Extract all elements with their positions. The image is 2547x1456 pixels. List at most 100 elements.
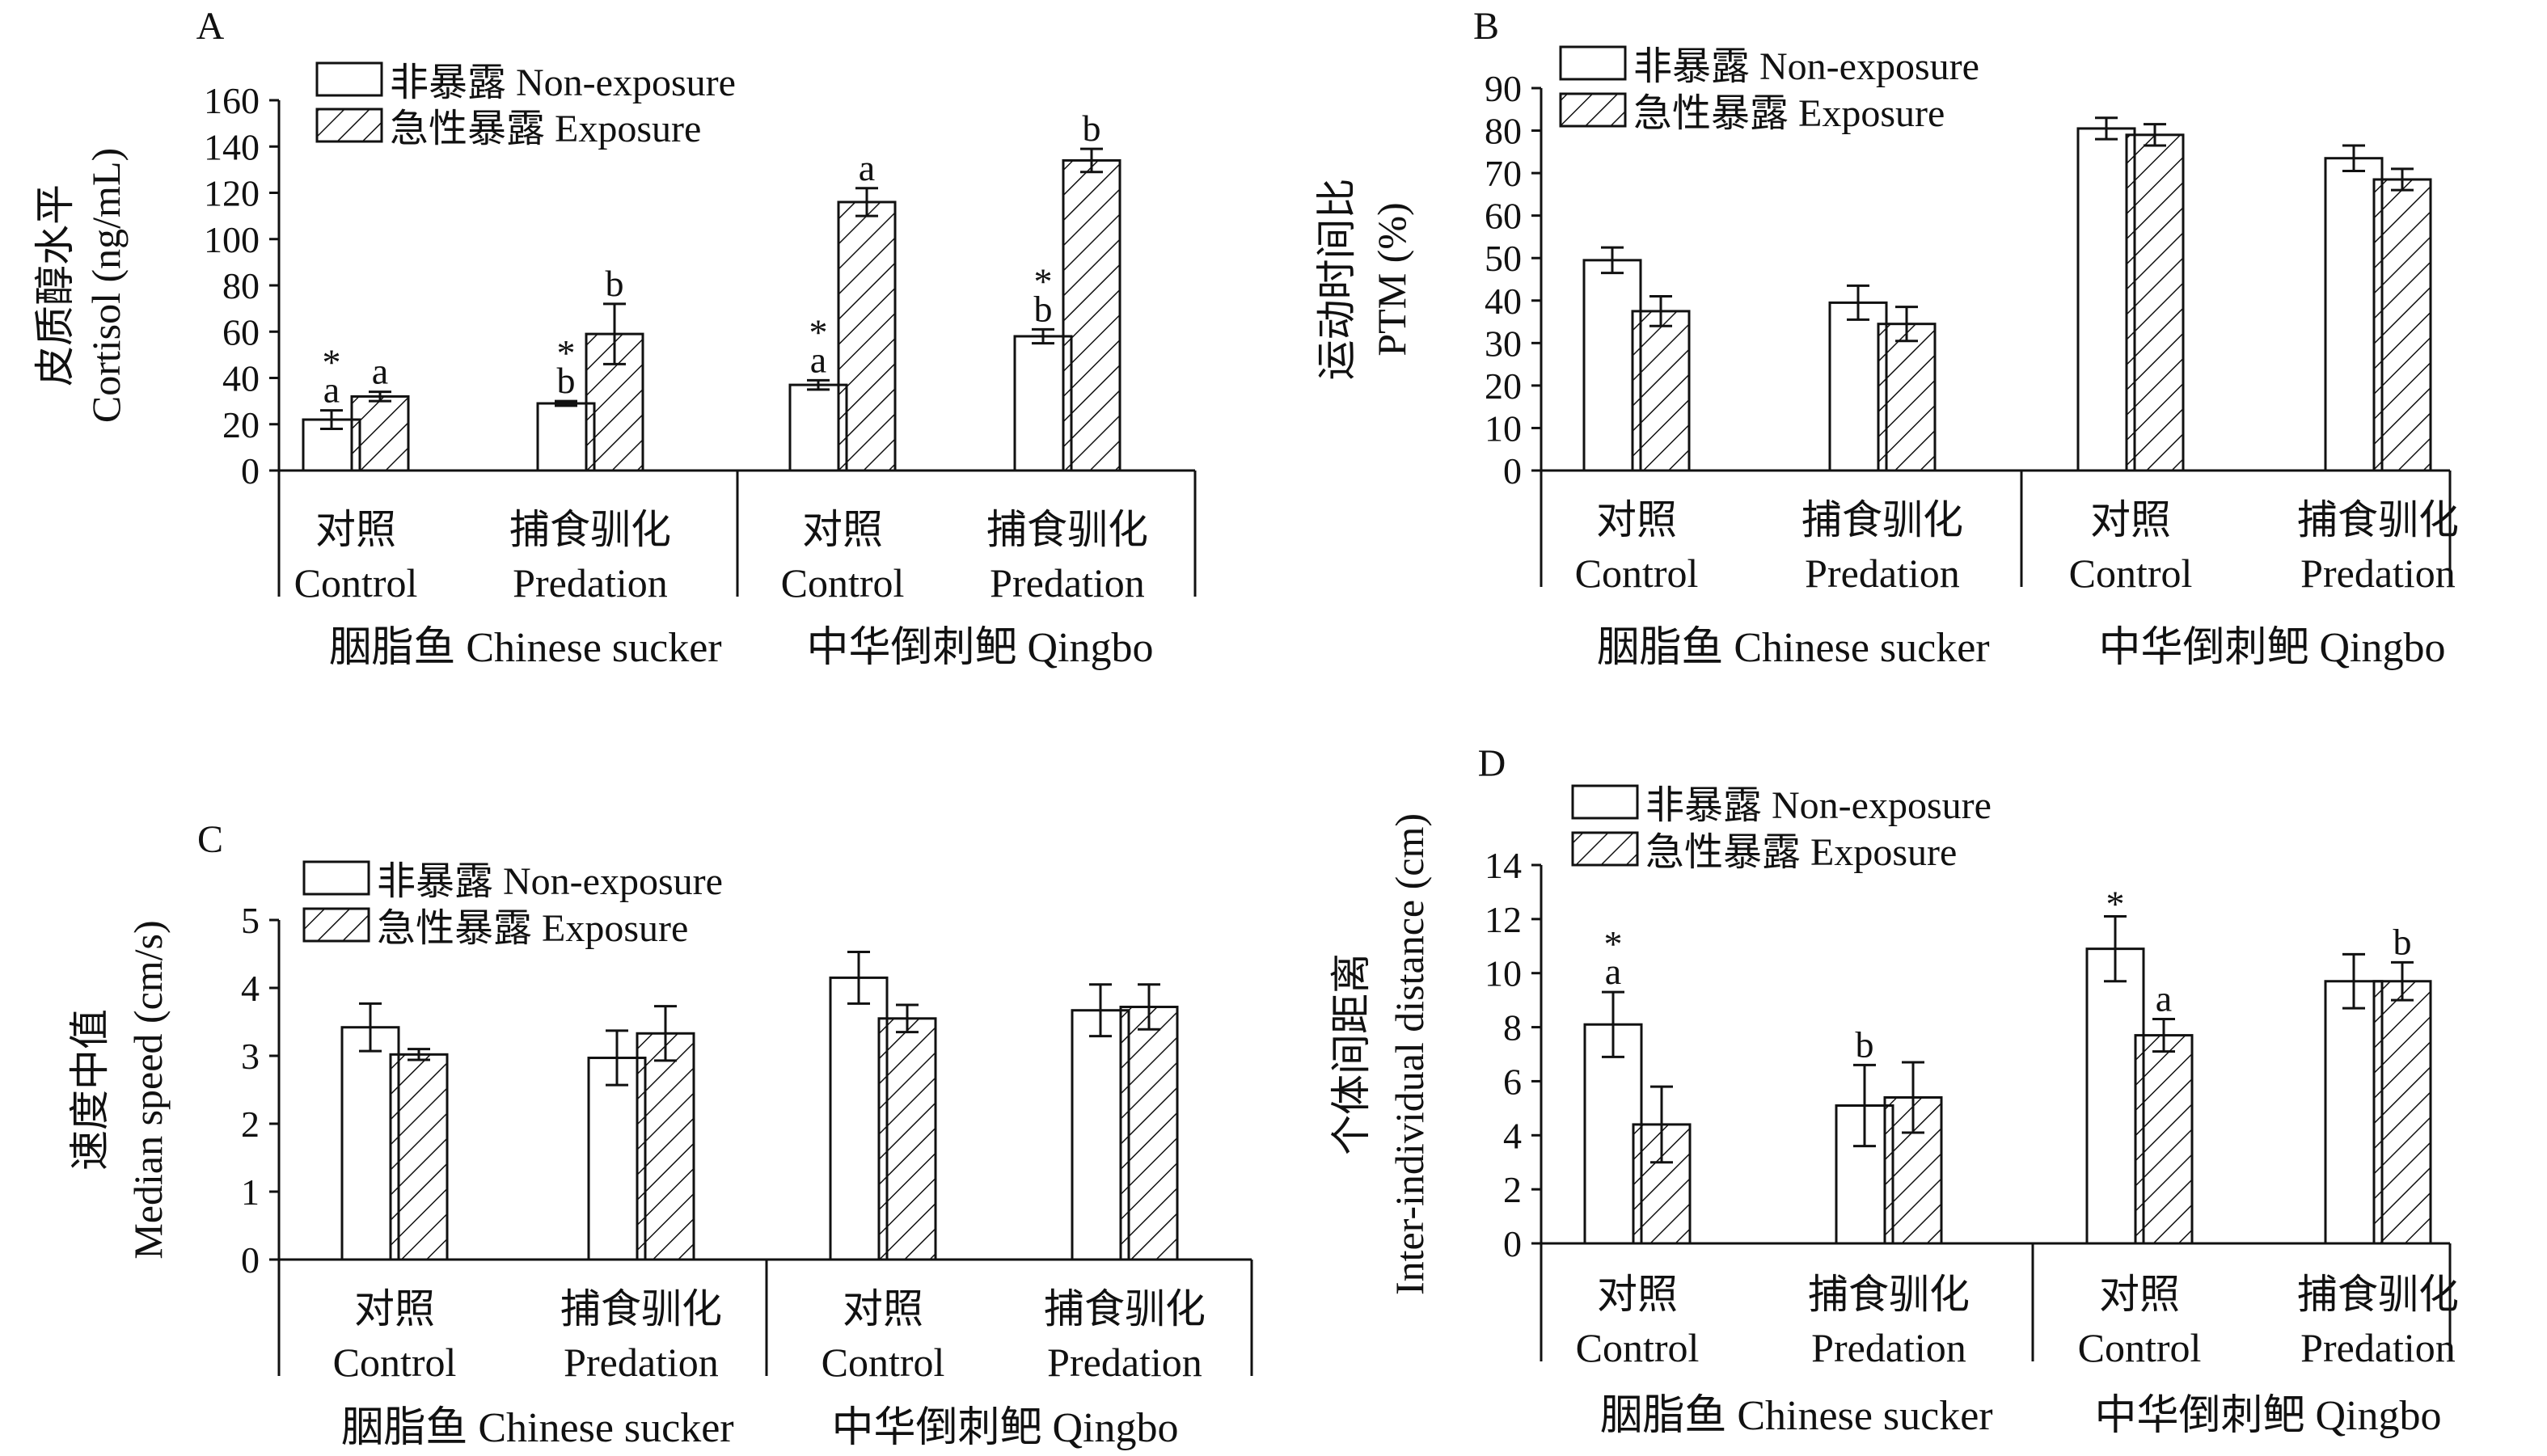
category-label-en: Predation <box>1805 551 1960 596</box>
y-tick-label: 0 <box>1503 450 1522 492</box>
species-label-qingbo: 中华倒刺鲃 Qingbo <box>806 625 1153 671</box>
bar-non-exposure <box>1828 301 1888 472</box>
significance-letter: a <box>2156 978 2172 1019</box>
panel-letter: B <box>1473 5 1499 48</box>
y-tick-label: 5 <box>241 900 260 941</box>
y-tick-label: 40 <box>1485 281 1522 322</box>
bar-exposure-hatch <box>1633 310 1689 471</box>
category-label-cn: 捕食驯化 <box>1808 1272 1970 1317</box>
significance-letter: a <box>859 147 875 188</box>
category-label-en: Predation <box>1811 1325 1966 1370</box>
panel-letter: D <box>1478 742 1506 785</box>
category-label-en: Control <box>2078 1325 2202 1370</box>
bar-exposure-hatch <box>1878 323 1935 471</box>
bar-non-exposure <box>829 976 889 1261</box>
category-label-en: Control <box>822 1340 945 1385</box>
legend-label-exposure: 急性暴露 Exposure <box>390 108 701 150</box>
species-label-qingbo: 中华倒刺鲃 Qingbo <box>831 1405 1178 1451</box>
chart-panel-a: A 0 20 40 60 80 100 120 140 160 皮质醇水平 Cortisol (ng/… <box>32 5 1197 671</box>
bar-non-exposure <box>1583 1023 1643 1245</box>
significance-letter: b <box>1856 1023 1874 1065</box>
y-axis-title-en: Median speed (cm/s) <box>125 920 171 1259</box>
y-tick-label: 10 <box>1485 953 1522 994</box>
y-tick-label: 30 <box>1485 323 1522 364</box>
category-label-en: Control <box>1576 1325 1700 1370</box>
chart-panel-d: D 0 2 4 6 8 10 12 14 个体间距离 Inter-individual distan… <box>1328 742 2459 1439</box>
category-label-cn: 对照 <box>354 1286 435 1332</box>
y-tick-label: 2 <box>241 1104 260 1145</box>
bar-non-exposure <box>536 402 596 472</box>
panel-letter: C <box>197 818 223 861</box>
category-label-en: Predation <box>2300 551 2456 596</box>
bar-exposure-hatch <box>2127 134 2183 471</box>
bar-non-exposure <box>2324 157 2384 472</box>
legend-swatch-exposure-hatch <box>1573 833 1637 865</box>
y-axis-title-cn: 个体间距离 <box>1328 953 1374 1155</box>
species-label-chinese-sucker: 胭脂鱼 Chinese sucker <box>329 625 721 671</box>
bar-exposure-hatch <box>1063 160 1120 471</box>
y-tick-label: 1 <box>241 1171 260 1213</box>
bar-non-exposure <box>1582 259 1642 472</box>
legend-swatch-exposure <box>1559 92 1627 128</box>
legend-swatch-exposure <box>1571 831 1639 867</box>
bar-exposure-hatch <box>352 396 408 471</box>
significance-star: * <box>1604 923 1623 964</box>
y-tick-label: 12 <box>1485 899 1522 940</box>
y-tick-label: 6 <box>1503 1061 1522 1102</box>
legend-swatch-exposure <box>315 108 383 143</box>
category-label-cn: 捕食驯化 <box>1801 497 1963 542</box>
category-label-en: Control <box>2069 551 2193 596</box>
y-tick-label: 90 <box>1485 68 1522 109</box>
bar-non-exposure <box>788 383 848 472</box>
category-label-cn: 对照 <box>843 1286 923 1332</box>
bar-exposure-hatch <box>838 201 895 471</box>
y-tick-label: 40 <box>222 358 260 399</box>
y-axis-title-en: Inter-individual distance (cm) <box>1387 813 1432 1295</box>
y-axis-title-cn: 皮质醇水平 <box>32 184 78 386</box>
species-label-qingbo: 中华倒刺鲃 Qingbo <box>2098 625 2445 671</box>
y-tick-label: 3 <box>241 1036 260 1077</box>
species-label-chinese-sucker: 胭脂鱼 Chinese sucker <box>341 1405 733 1451</box>
y-axis-title-cn: 运动时间比 <box>1314 179 1359 381</box>
category-label-cn: 对照 <box>1596 497 1677 542</box>
significance-letter: a <box>323 369 340 411</box>
category-label-cn: 捕食驯化 <box>2297 1272 2459 1317</box>
significance-star: * <box>323 342 341 383</box>
significance-star: * <box>2106 884 2125 925</box>
legend-swatch-non-exposure <box>1571 784 1639 820</box>
significance-letter: b <box>606 263 624 304</box>
bar-exposure-hatch <box>2374 981 2431 1243</box>
y-tick-label: 20 <box>222 404 260 445</box>
species-label-qingbo: 中华倒刺鲃 Qingbo <box>2094 1393 2441 1439</box>
category-label-en: Predation <box>513 560 668 606</box>
category-label-cn: 对照 <box>1597 1272 1678 1317</box>
species-label-chinese-sucker: 胭脂鱼 Chinese sucker <box>1597 625 1989 671</box>
significance-letter: a <box>810 339 826 380</box>
bar-non-exposure <box>1071 1009 1130 1261</box>
legend-swatch-exposure-hatch <box>317 109 382 141</box>
category-label-en: Predation <box>990 560 1145 606</box>
category-label-cn: 对照 <box>802 507 883 552</box>
y-axis-title-en: PTM (%) <box>1369 202 1414 356</box>
category-label-en: Control <box>294 560 418 606</box>
legend-label-non-exposure: 非暴露 Non-exposure <box>390 61 736 104</box>
y-tick-label: 80 <box>1485 111 1522 152</box>
y-tick-label: 2 <box>1503 1169 1522 1210</box>
significance-letter: b <box>1034 288 1053 329</box>
significance-star: * <box>557 332 576 373</box>
y-tick-label: 4 <box>241 968 260 1009</box>
bar-exposure-hatch <box>2135 1035 2192 1243</box>
legend-swatch-non-exposure <box>302 860 370 896</box>
legend-swatch-non-exposure <box>315 61 383 97</box>
category-label-cn: 捕食驯化 <box>1044 1286 1206 1332</box>
legend-swatch-non-exposure <box>1559 45 1627 81</box>
y-tick-label: 80 <box>222 265 260 306</box>
y-tick-label: 60 <box>222 311 260 352</box>
category-label-en: Predation <box>564 1340 719 1385</box>
significance-letter: b <box>1083 108 1101 149</box>
y-tick-label: 0 <box>241 1239 260 1281</box>
y-axis-title-en: Cortisol (ng/mL) <box>83 148 129 423</box>
category-label-cn: 捕食驯化 <box>986 507 1148 552</box>
y-tick-label: 100 <box>204 219 260 260</box>
